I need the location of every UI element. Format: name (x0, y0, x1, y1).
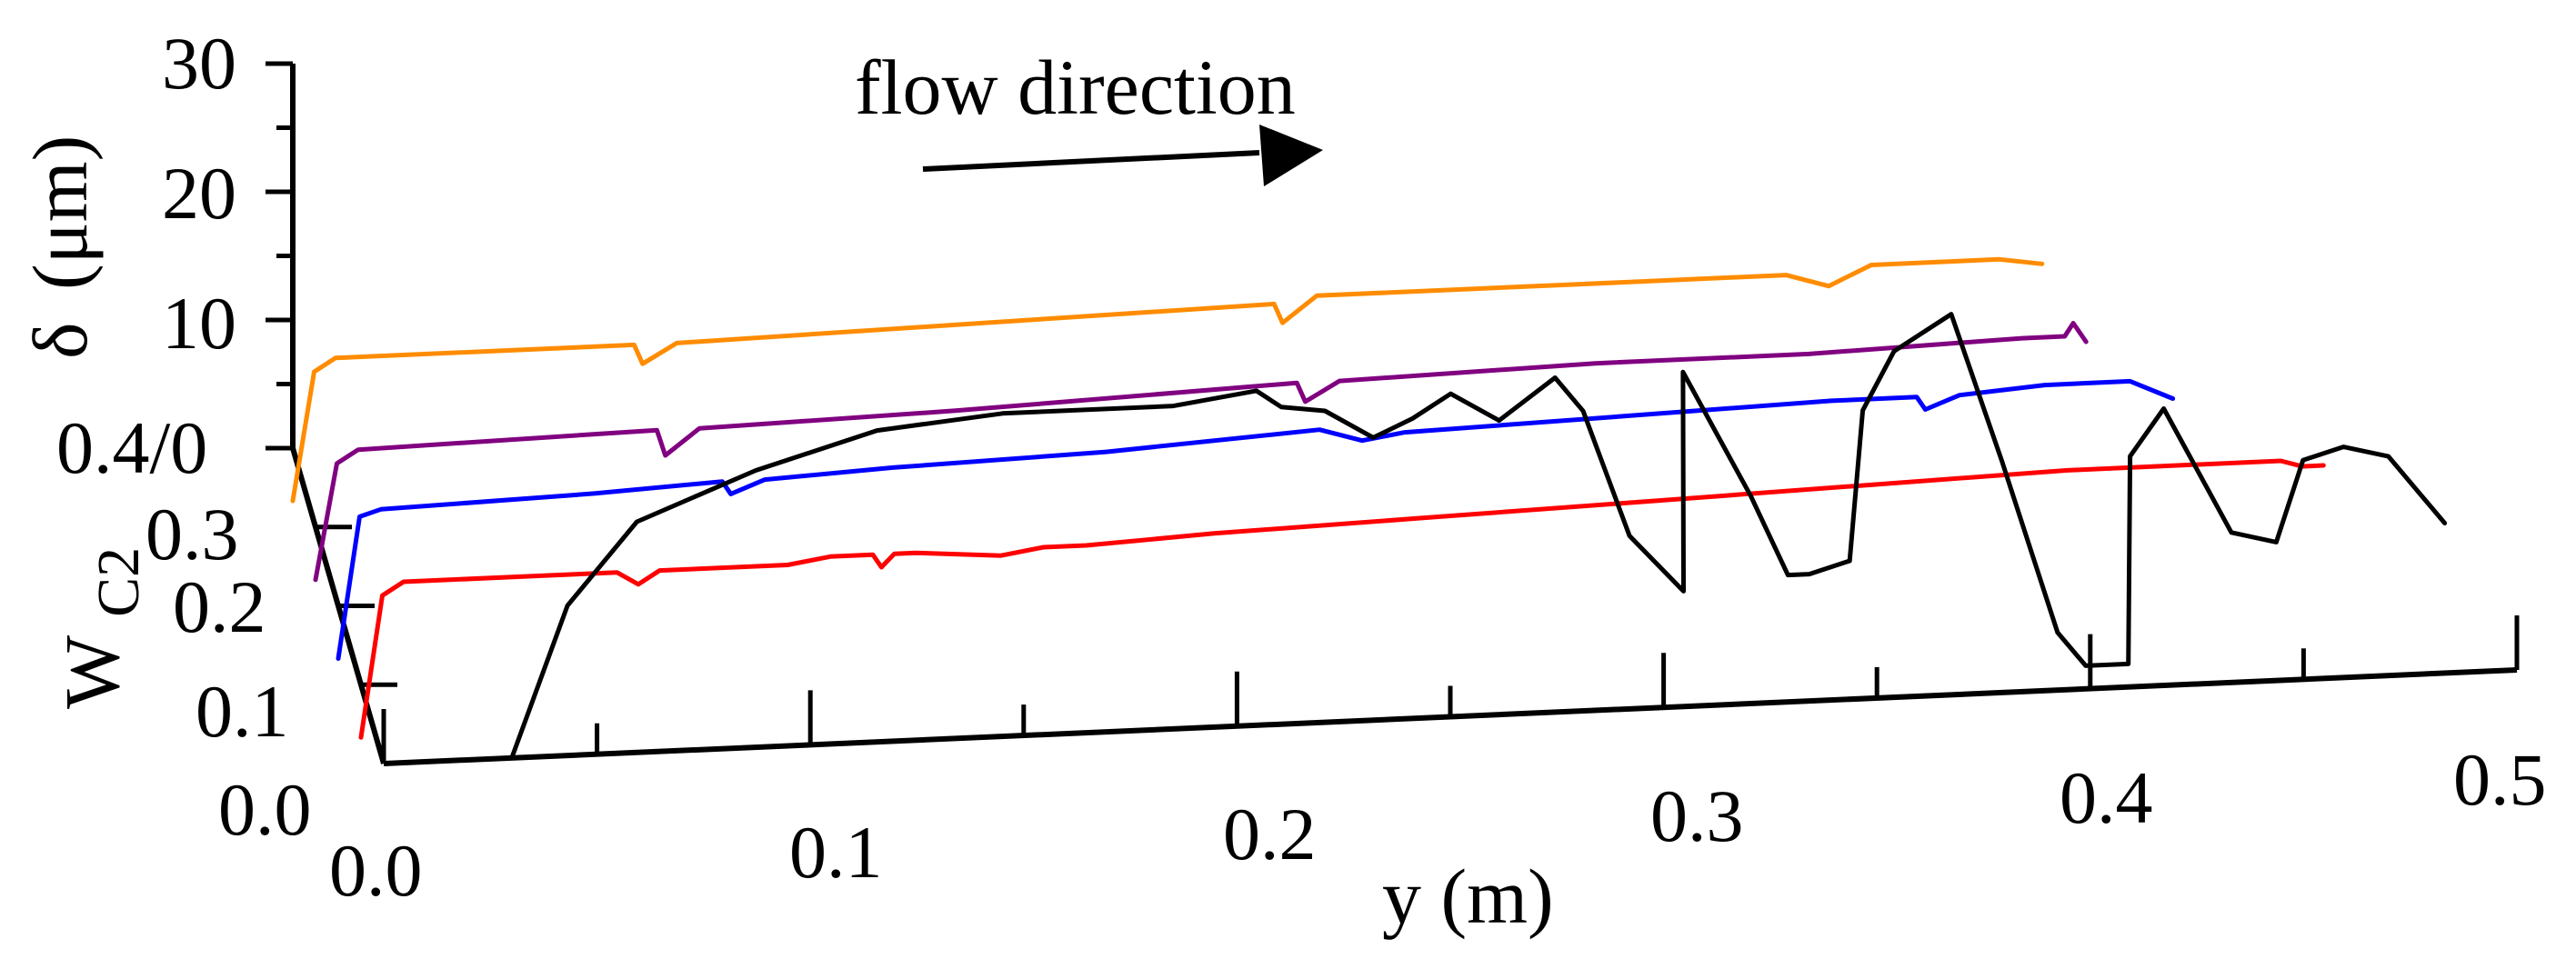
flow-direction-arrow-shaft (922, 150, 1260, 172)
depth-tick-label: 0.2 (173, 565, 266, 648)
depth-tick-label: 0.0 (218, 768, 312, 851)
z-tick-label: 20 (162, 152, 236, 235)
x-tick-label: 0.3 (1650, 774, 1744, 857)
depth-tick-label: 0.1 (195, 670, 289, 753)
series-line-1 (336, 378, 2176, 661)
x-tick-label: 0.4 (2060, 756, 2153, 839)
x-tick-label: 0.0 (329, 829, 423, 912)
depth-tick-label: 0.3 (145, 493, 239, 575)
x-axis-title: y (m) (1382, 853, 1554, 940)
x-tick-label: 0.5 (2453, 738, 2547, 821)
depth-axis-main: W (48, 635, 135, 709)
series-line-2 (313, 321, 2089, 583)
z-tick-label: 0.4/0 (56, 406, 207, 489)
flow-direction-label: flow direction (855, 44, 1296, 131)
series-line-0 (358, 458, 2326, 740)
z-axis-unit: (μm) (16, 135, 104, 290)
series-line-4 (509, 312, 2448, 761)
z-tick-label: 10 (162, 282, 236, 365)
depth-axis-title: W C2 (48, 547, 152, 709)
series-line-3 (290, 256, 2045, 504)
depth-tick-labels: 0.0 0.1 0.2 0.3 (145, 493, 312, 851)
depth-axis-sub: C2 (85, 547, 152, 617)
z-tick-label: 30 (162, 22, 236, 105)
z-axis-title: δ (μm) (16, 135, 104, 359)
z-axis-symbol: δ (16, 322, 104, 359)
z-tick-labels: 0.4/0 10 20 30 (56, 22, 236, 489)
x-tick-labels: 0.0 0.1 0.2 0.3 0.4 0.5 (329, 738, 2547, 912)
x-tick-label: 0.1 (789, 811, 883, 894)
x-tick-label: 0.2 (1223, 793, 1317, 875)
flow-direction-arrowhead-icon (1259, 125, 1323, 186)
